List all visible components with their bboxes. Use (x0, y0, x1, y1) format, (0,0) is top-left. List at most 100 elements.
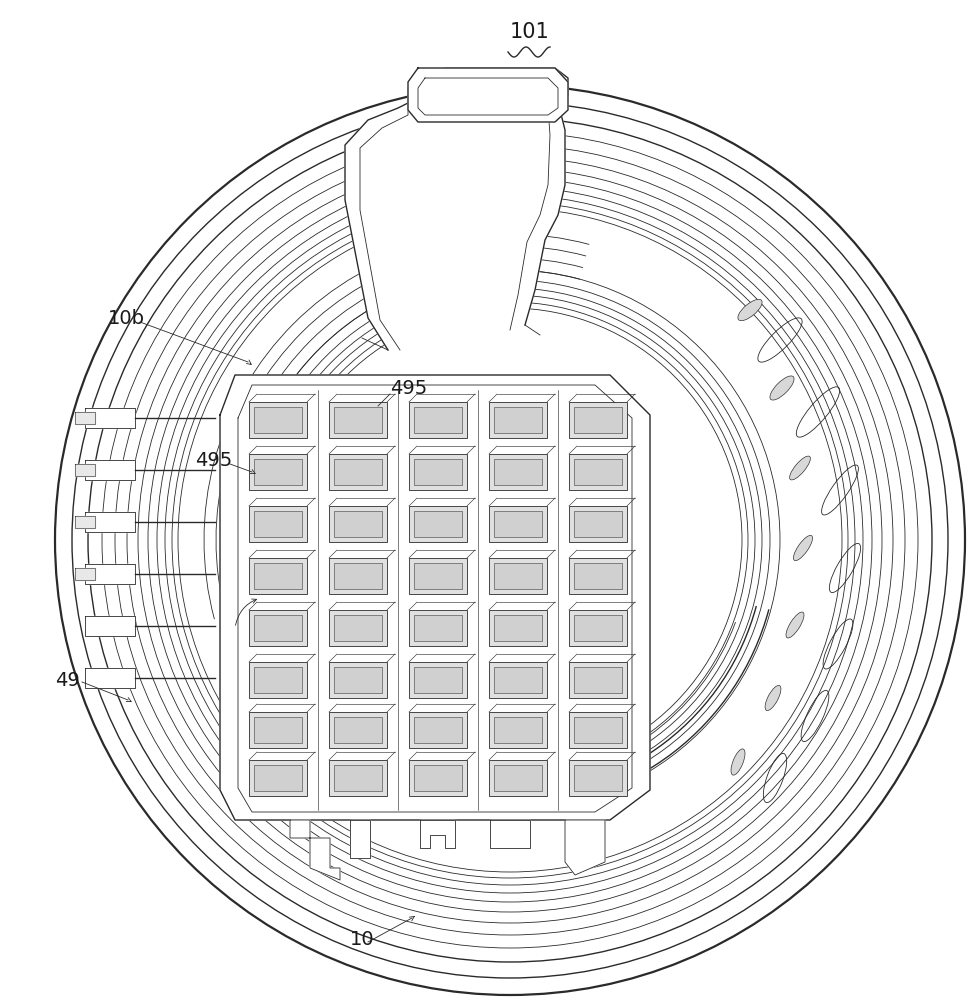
Bar (328, 662, 387, 698)
Bar (333, 667, 382, 693)
Bar (333, 563, 382, 589)
Bar (414, 459, 461, 485)
Bar (254, 667, 301, 693)
Bar (414, 765, 461, 791)
Polygon shape (85, 668, 135, 688)
Polygon shape (85, 616, 135, 636)
Bar (249, 610, 306, 646)
Bar (414, 717, 461, 743)
Bar (414, 511, 461, 537)
Bar (328, 610, 387, 646)
Text: 495: 495 (390, 378, 426, 397)
Bar (574, 511, 621, 537)
Polygon shape (290, 820, 340, 880)
Ellipse shape (731, 749, 744, 775)
Bar (414, 615, 461, 641)
Bar (493, 459, 542, 485)
Bar (488, 610, 547, 646)
Bar (493, 717, 542, 743)
Ellipse shape (765, 685, 780, 711)
Ellipse shape (737, 299, 762, 321)
Bar (328, 402, 387, 438)
Bar (333, 765, 382, 791)
Bar (328, 558, 387, 594)
Bar (574, 765, 621, 791)
Bar (249, 760, 306, 796)
Polygon shape (345, 68, 568, 350)
Bar (254, 717, 301, 743)
Polygon shape (564, 820, 605, 875)
Bar (409, 712, 466, 748)
Bar (249, 662, 306, 698)
Bar (333, 407, 382, 433)
Polygon shape (75, 412, 95, 424)
Bar (574, 407, 621, 433)
Bar (569, 558, 626, 594)
Text: 49: 49 (55, 670, 79, 690)
Polygon shape (85, 408, 135, 428)
Ellipse shape (793, 535, 812, 561)
Bar (249, 402, 306, 438)
Polygon shape (75, 568, 95, 580)
Bar (333, 717, 382, 743)
Bar (409, 610, 466, 646)
Bar (333, 459, 382, 485)
Bar (493, 563, 542, 589)
Bar (254, 615, 301, 641)
Bar (409, 760, 466, 796)
Bar (328, 760, 387, 796)
Polygon shape (220, 375, 649, 820)
Bar (574, 667, 621, 693)
Polygon shape (489, 820, 529, 848)
Bar (569, 506, 626, 542)
Bar (574, 563, 621, 589)
Ellipse shape (55, 85, 964, 995)
Bar (409, 558, 466, 594)
Polygon shape (420, 820, 454, 848)
Bar (493, 407, 542, 433)
Polygon shape (408, 68, 568, 122)
Bar (488, 558, 547, 594)
Bar (254, 765, 301, 791)
Bar (569, 712, 626, 748)
Bar (249, 558, 306, 594)
Bar (574, 459, 621, 485)
Text: 101: 101 (510, 22, 549, 42)
Bar (328, 712, 387, 748)
Bar (409, 402, 466, 438)
Bar (493, 615, 542, 641)
Bar (414, 563, 461, 589)
Bar (409, 506, 466, 542)
Bar (249, 454, 306, 490)
Bar (488, 402, 547, 438)
Bar (488, 506, 547, 542)
Bar (254, 407, 301, 433)
Bar (569, 662, 626, 698)
Bar (488, 662, 547, 698)
Bar (254, 511, 301, 537)
Bar (409, 454, 466, 490)
Polygon shape (85, 512, 135, 532)
Bar (254, 563, 301, 589)
Bar (569, 760, 626, 796)
Bar (493, 511, 542, 537)
Text: 10: 10 (350, 930, 374, 949)
Text: 10b: 10b (108, 308, 144, 328)
Bar (333, 511, 382, 537)
Polygon shape (85, 460, 135, 480)
Ellipse shape (785, 612, 803, 638)
Bar (493, 765, 542, 791)
Bar (414, 667, 461, 693)
Bar (574, 615, 621, 641)
Bar (409, 662, 466, 698)
Bar (569, 454, 626, 490)
Polygon shape (75, 464, 95, 476)
Bar (249, 712, 306, 748)
Text: 495: 495 (195, 450, 232, 470)
Bar (414, 407, 461, 433)
Bar (328, 454, 387, 490)
Polygon shape (350, 820, 369, 858)
Bar (249, 506, 306, 542)
Bar (254, 459, 301, 485)
Bar (488, 712, 547, 748)
